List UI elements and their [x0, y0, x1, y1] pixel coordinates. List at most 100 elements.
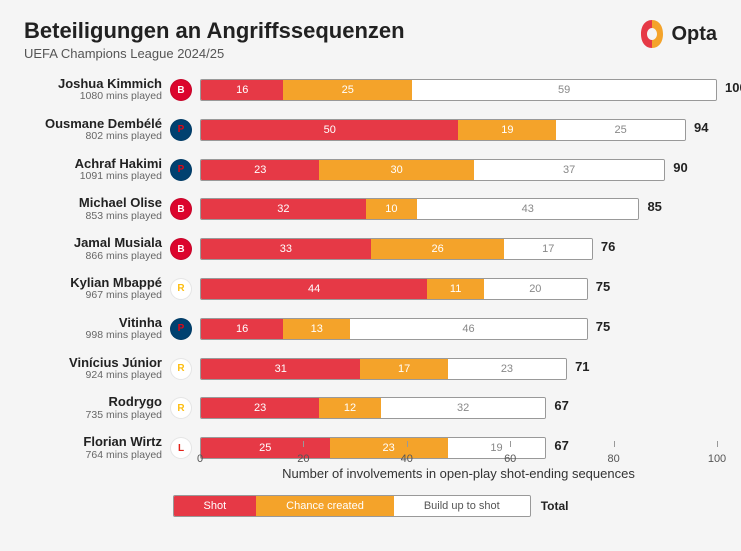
legend-chance: Chance created — [256, 496, 394, 516]
player-label: Rodrygo735 mins played — [24, 395, 168, 421]
seg-shot: 23 — [201, 160, 319, 180]
seg-build: 32 — [381, 398, 545, 418]
player-name: Joshua Kimmich — [24, 77, 162, 91]
bar-zone: 311723 71 — [200, 356, 717, 382]
player-row: Rodrygo735 mins playedR23123267 — [24, 389, 717, 427]
seg-chance: 10 — [366, 199, 417, 219]
player-name: Ousmane Dembélé — [24, 117, 162, 131]
seg-chance: 26 — [371, 239, 505, 259]
bar-zone: 321043 85 — [200, 196, 717, 222]
club-badge-icon: B — [170, 238, 192, 260]
player-label: Florian Wirtz764 mins played — [24, 435, 168, 461]
total-value: 100 — [725, 80, 741, 95]
player-name: Rodrygo — [24, 395, 162, 409]
x-tick — [717, 441, 718, 447]
stacked-bar: 321043 — [200, 198, 639, 220]
stacked-bar: 162559 — [200, 79, 717, 101]
player-row: Joshua Kimmich1080 mins played B 162559100 — [24, 71, 717, 109]
x-axis-title: Number of involvements in open-play shot… — [200, 466, 717, 481]
seg-chance: 23 — [330, 438, 448, 458]
club-badge-icon: B — [170, 198, 192, 220]
club-badge-icon: B — [170, 79, 192, 101]
total-value: 85 — [647, 199, 661, 214]
seg-build: 25 — [556, 120, 685, 140]
player-label: Vinícius Júnior924 mins played — [24, 356, 168, 382]
seg-chance: 17 — [360, 359, 447, 379]
player-label: Achraf Hakimi1091 mins played — [24, 157, 168, 183]
club-badge-icon: R — [170, 358, 192, 380]
stacked-bar: 501925 — [200, 119, 686, 141]
total-value: 71 — [575, 359, 589, 374]
seg-chance: 30 — [319, 160, 473, 180]
bar-rows: Joshua Kimmich1080 mins played B 162559100… — [24, 71, 717, 467]
player-name: Jamal Musiala — [24, 236, 162, 250]
chart-area: Joshua Kimmich1080 mins played B 162559100… — [24, 71, 717, 481]
seg-shot: 44 — [201, 279, 427, 299]
seg-shot: 33 — [201, 239, 371, 259]
stacked-bar: 332617 — [200, 238, 593, 260]
club-badge-icon: P — [170, 318, 192, 340]
player-label: Kylian Mbappé967 mins played — [24, 276, 168, 302]
club-badge-icon: R — [170, 397, 192, 419]
seg-build: 20 — [484, 279, 587, 299]
player-label: Vitinha998 mins played — [24, 316, 168, 342]
player-mins: 735 mins played — [24, 410, 162, 422]
player-name: Achraf Hakimi — [24, 157, 162, 171]
player-row: Ousmane Dembélé802 mins playedP50192594 — [24, 111, 717, 149]
seg-build: 23 — [448, 359, 566, 379]
seg-build: 43 — [417, 199, 638, 219]
seg-build: 46 — [350, 319, 587, 339]
club-badge-icon: R — [170, 278, 192, 300]
seg-shot: 16 — [201, 80, 283, 100]
bar-zone: 231232 67 — [200, 395, 717, 421]
seg-build: 37 — [474, 160, 664, 180]
opta-logo-icon — [639, 18, 665, 50]
player-mins: 967 mins played — [24, 290, 162, 302]
total-value: 76 — [601, 239, 615, 254]
player-row: Kylian Mbappé967 mins playedR44112075 — [24, 270, 717, 308]
seg-build: 19 — [448, 438, 546, 458]
player-mins: 1091 mins played — [24, 171, 162, 183]
bar-zone: 161346 75 — [200, 316, 717, 342]
seg-chance: 19 — [458, 120, 556, 140]
seg-shot: 50 — [201, 120, 458, 140]
player-row: Achraf Hakimi1091 mins playedP23303790 — [24, 151, 717, 189]
stacked-bar: 231232 — [200, 397, 546, 419]
player-mins: 853 mins played — [24, 211, 162, 223]
seg-shot: 31 — [201, 359, 360, 379]
seg-chance: 25 — [283, 80, 412, 100]
title-block: Beteiligungen an Angriffssequenzen UEFA … — [24, 18, 405, 61]
player-mins: 1080 mins played — [24, 91, 162, 103]
player-label: Ousmane Dembélé802 mins played — [24, 117, 168, 143]
stacked-bar: 233037 — [200, 159, 665, 181]
player-name: Kylian Mbappé — [24, 276, 162, 290]
brand-name: Opta — [671, 23, 717, 46]
player-mins: 924 mins played — [24, 370, 162, 382]
seg-chance: 12 — [319, 398, 381, 418]
chart-subtitle: UEFA Champions League 2024/25 — [24, 46, 405, 61]
player-row: Vitinha998 mins playedP 161346 75 — [24, 310, 717, 348]
bar-zone: 162559100 — [200, 77, 717, 103]
legend: Shot Chance created Build up to shot Tot… — [24, 495, 717, 517]
total-value: 67 — [554, 398, 568, 413]
player-label: Michael Olise853 mins played — [24, 196, 168, 222]
seg-chance: 11 — [427, 279, 484, 299]
bar-zone: 332617 76 — [200, 236, 717, 262]
bar-zone: 25231967 — [200, 435, 717, 461]
header: Beteiligungen an Angriffssequenzen UEFA … — [24, 18, 717, 61]
player-row: Vinícius Júnior924 mins playedR 311723 71 — [24, 350, 717, 388]
total-value: 75 — [596, 319, 610, 334]
seg-shot: 23 — [201, 398, 319, 418]
stacked-bar: 161346 — [200, 318, 588, 340]
player-row: Michael Olise853 mins playedB 321043 85 — [24, 190, 717, 228]
player-row: Jamal Musiala866 mins played B 332617 76 — [24, 230, 717, 268]
seg-shot: 25 — [201, 438, 330, 458]
player-row: Florian Wirtz764 mins playedL 25231967 — [24, 429, 717, 467]
player-mins: 802 mins played — [24, 131, 162, 143]
total-value: 90 — [673, 160, 687, 175]
club-badge-icon: L — [170, 437, 192, 459]
player-mins: 866 mins played — [24, 251, 162, 263]
bar-zone: 50192594 — [200, 117, 717, 143]
stacked-bar: 441120 — [200, 278, 588, 300]
player-name: Florian Wirtz — [24, 435, 162, 449]
